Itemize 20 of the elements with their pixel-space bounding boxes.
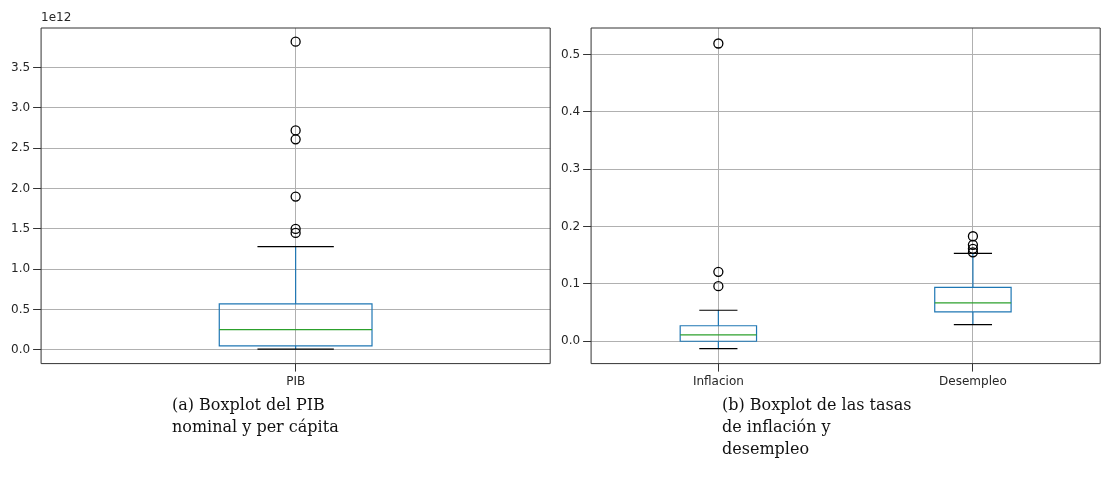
text: 1e12: [41, 10, 72, 25]
y-tick-label: 0.5: [10, 301, 31, 316]
y-tick-label: 0.4: [560, 103, 581, 118]
y-tick-label: 3.0: [10, 99, 31, 114]
y-tick-label: 0.0: [10, 342, 31, 357]
x-tick-label: Inflacion: [692, 373, 744, 388]
y-tick-label: 0.3: [560, 161, 581, 176]
y-tick-label: 2.0: [10, 180, 31, 195]
x-tick-label: Desempleo: [939, 373, 1007, 388]
y-tick-label: 1.5: [10, 221, 31, 235]
y-tick-label: 0.5: [560, 46, 581, 61]
y-tick-label: 1.0: [10, 261, 31, 276]
x-tick-label: PIB: [286, 373, 306, 388]
y-tick-label: 0.1: [560, 275, 581, 290]
text: (b) Boxplot de las tasas de inflación y desempleo: [722, 394, 913, 460]
y-tick-label: 0.0: [560, 333, 581, 348]
y-tick-label: 0.2: [560, 218, 581, 233]
text: (a) Boxplot del PIB nominal y per cápita: [172, 394, 340, 438]
y-tick-label: 3.5: [10, 59, 31, 74]
y-tick-label: 2.5: [10, 140, 31, 155]
